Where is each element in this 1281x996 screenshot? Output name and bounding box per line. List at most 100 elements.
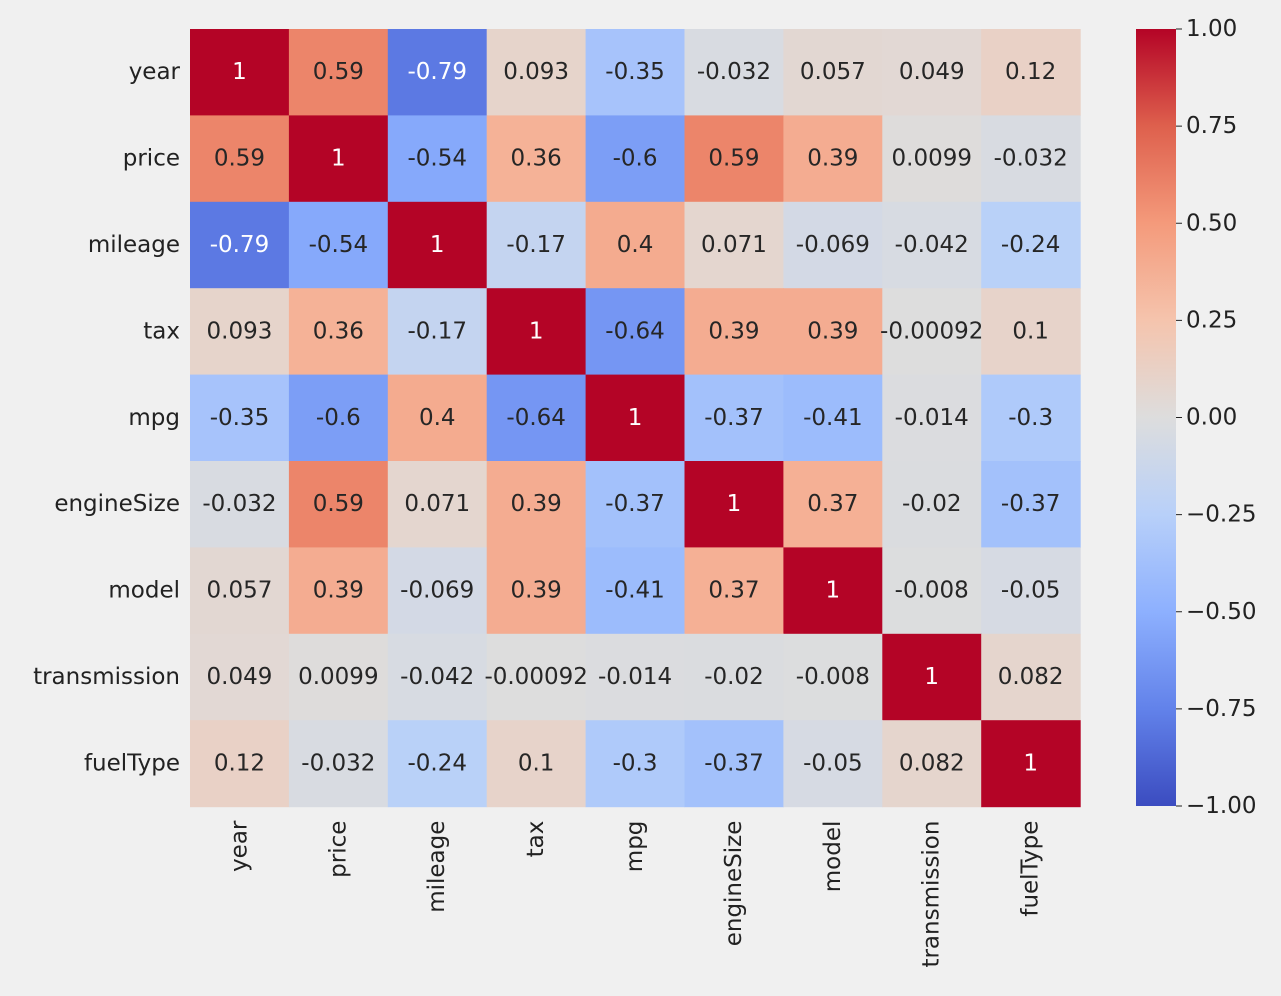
cell-annotation: 1 (529, 318, 544, 344)
x-tick-label-transmission: transmission (919, 821, 945, 968)
x-tick-label-mpg: mpg (622, 821, 648, 873)
cell-annotation: 0.093 (207, 318, 273, 344)
heatmap-cell-tax-mileage (387, 288, 488, 376)
heatmap-cell-transmission-tax (486, 633, 587, 721)
heatmap-cell-price-model (783, 115, 883, 203)
x-tick-label-fuel-type: fuelType (1018, 821, 1044, 917)
heatmap-cells (190, 29, 1081, 808)
heatmap-cell-tax-engine-size (684, 288, 784, 376)
cell-annotation: -0.042 (895, 232, 969, 258)
cell-annotation: 1 (628, 405, 643, 431)
heatmap-annotations: 1 0.59 -0.79 0.093 -0.35 -0.032 0.057 0.049 0.12… (202, 59, 1067, 776)
cell-annotation: 0.071 (404, 491, 470, 517)
heatmap-cell-transmission-mileage (387, 633, 488, 721)
heatmap-cell-transmission-model (783, 633, 883, 721)
heatmap-cell-year-model (783, 29, 883, 116)
cell-annotation: 0.59 (313, 491, 364, 517)
cell-annotation: 0.59 (214, 146, 265, 172)
heatmap-cell-mpg-mileage (387, 374, 488, 462)
cell-annotation: -0.6 (613, 146, 658, 172)
heatmap-cell-engine-size-year (190, 461, 290, 548)
cell-annotation: -0.79 (210, 232, 270, 258)
heatmap-cell-year-year (190, 29, 290, 116)
cell-annotation: 1 (232, 59, 247, 85)
heatmap-cell-mileage-tax (486, 201, 587, 289)
y-tick-label-mpg: mpg (128, 405, 180, 431)
y-tick-label-tax: tax (143, 318, 180, 344)
colorbar-tick-label: 0.00 (1186, 405, 1237, 431)
cell-annotation: -0.032 (697, 59, 771, 85)
cell-annotation: -0.032 (301, 750, 375, 776)
heatmap-cell-mpg-transmission (882, 374, 982, 462)
cell-annotation: 1 (331, 146, 346, 172)
heatmap-cell-transmission-price (288, 633, 389, 721)
cell-annotation: 0.12 (214, 750, 265, 776)
cell-annotation: -0.37 (605, 491, 665, 517)
heatmap-cell-price-tax (486, 115, 587, 203)
cell-annotation: -0.3 (613, 750, 658, 776)
heatmap-cell-model-fuel-type (981, 547, 1081, 635)
heatmap-cell-price-mpg (585, 115, 686, 203)
colorbar-tick-label: −0.50 (1186, 599, 1256, 625)
cell-annotation: -0.37 (1001, 491, 1061, 517)
cell-annotation: -0.17 (407, 318, 467, 344)
cell-annotation: -0.02 (704, 664, 764, 690)
heatmap-cell-mpg-tax (486, 374, 587, 462)
heatmap-cell-year-mpg (585, 29, 686, 116)
cell-annotation: -0.014 (895, 405, 969, 431)
heatmap-cell-year-transmission (882, 29, 982, 116)
cell-annotation: 0.082 (998, 664, 1064, 690)
heatmap-cell-year-fuel-type (981, 29, 1081, 116)
cell-annotation: 0.049 (899, 59, 965, 85)
cell-annotation: -0.6 (316, 405, 361, 431)
heatmap-cell-model-price (288, 547, 389, 635)
cell-annotation: 0.093 (503, 59, 569, 85)
cell-annotation: 0.39 (511, 491, 562, 517)
heatmap-cell-transmission-year (190, 633, 290, 721)
colorbar: 1.00 0.75 0.50 0.25 0.00 −0.25 −0.50 −0.75 −1.00 (1136, 16, 1256, 819)
cell-annotation: 1 (430, 232, 445, 258)
cell-annotation: 1 (924, 664, 939, 690)
heatmap-cell-mileage-model (783, 201, 883, 289)
heatmap-cell-tax-model (783, 288, 883, 376)
colorbar-tick-label: 0.50 (1186, 210, 1237, 236)
cell-annotation: -0.37 (704, 405, 764, 431)
heatmap-cell-fuel-type-year (190, 720, 290, 808)
heatmap-cell-price-transmission (882, 115, 982, 203)
heatmap-cell-fuel-type-tax (486, 720, 587, 808)
heatmap-cell-model-tax (486, 547, 587, 635)
colorbar-tick-label: −0.75 (1186, 696, 1256, 722)
y-tick-label-model: model (108, 578, 180, 604)
heatmap-cell-tax-tax (486, 288, 587, 376)
heatmap-cell-price-engine-size (684, 115, 784, 203)
cell-annotation: -0.24 (1001, 232, 1061, 258)
cell-annotation: 0.39 (807, 318, 858, 344)
heatmap-cell-mileage-price (288, 201, 389, 289)
cell-annotation: 1 (826, 578, 841, 604)
cell-annotation: -0.069 (400, 578, 474, 604)
cell-annotation: -0.35 (210, 405, 270, 431)
cell-annotation: -0.35 (605, 59, 665, 85)
cell-annotation: -0.008 (895, 578, 969, 604)
heatmap-cell-mileage-mileage (387, 201, 488, 289)
heatmap-cell-model-mpg (585, 547, 686, 635)
heatmap-cell-transmission-transmission (882, 633, 982, 721)
heatmap-cell-fuel-type-mpg (585, 720, 686, 808)
x-tick-label-engine-size: engineSize (721, 821, 747, 947)
cell-annotation: -0.54 (407, 146, 467, 172)
heatmap-cell-mileage-transmission (882, 201, 982, 289)
cell-annotation: 1 (1023, 750, 1038, 776)
heatmap-cell-price-year (190, 115, 290, 203)
heatmap-cell-tax-transmission (882, 288, 982, 376)
x-tick-label-model: model (820, 821, 846, 893)
cell-annotation: 0.36 (313, 318, 364, 344)
cell-annotation: -0.042 (400, 664, 474, 690)
cell-annotation: -0.54 (309, 232, 369, 258)
cell-annotation: -0.41 (605, 578, 665, 604)
heatmap-cell-engine-size-transmission (882, 461, 982, 548)
cell-annotation: -0.05 (1001, 578, 1061, 604)
heatmap-cell-engine-size-mpg (585, 461, 686, 548)
cell-annotation: 0.12 (1005, 59, 1056, 85)
heatmap-cell-engine-size-model (783, 461, 883, 548)
